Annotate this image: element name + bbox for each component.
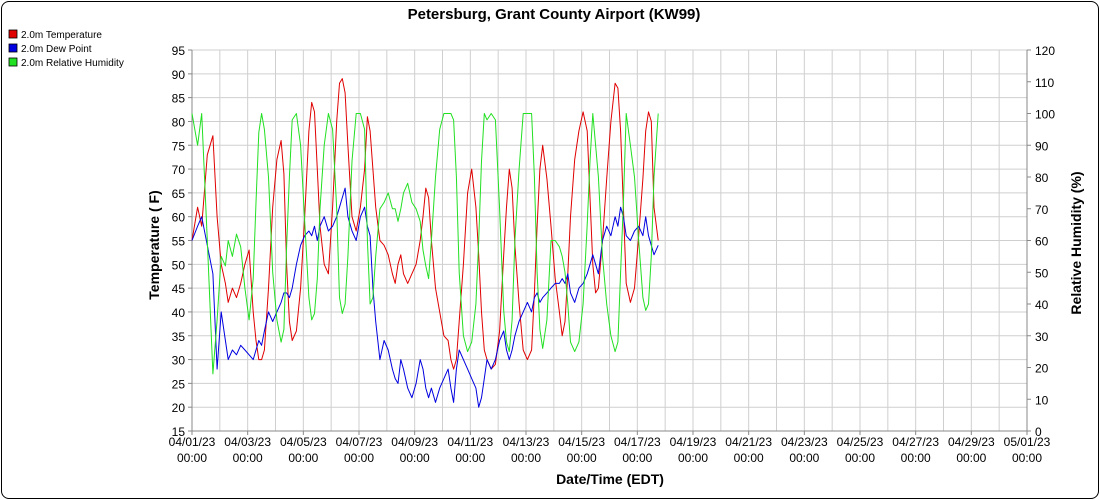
y2-tick-label: 10: [1035, 393, 1049, 407]
x-axis-label: Date/Time (EDT): [556, 471, 664, 487]
y-axis-label: Temperature ( F): [146, 190, 162, 299]
x-tick-label-date: 04/19/23: [670, 435, 717, 449]
legend-label: 2.0m Temperature: [21, 30, 102, 41]
legend-swatch: [8, 43, 18, 53]
y2-tick-label: 110: [1035, 76, 1054, 90]
legend: 2.0m Temperature 2.0m Dew Point 2.0m Relat…: [8, 29, 124, 69]
x-tick-label-time: 00:00: [622, 451, 652, 465]
y-tick-label: 50: [172, 258, 186, 272]
chart-title: Petersburg, Grant County Airport (KW99): [408, 6, 701, 23]
x-tick-label-date: 04/23/23: [781, 435, 828, 449]
y-tick-label: 35: [172, 330, 186, 344]
y-tick-label: 55: [172, 235, 186, 249]
series-line-0: [191, 78, 659, 370]
y-tick-label: 85: [172, 92, 186, 106]
x-tick-label-date: 04/25/23: [837, 435, 884, 449]
x-tick-label-date: 04/29/23: [948, 435, 995, 449]
y-tick-label: 65: [172, 187, 186, 201]
y2-tick-label: 80: [1035, 171, 1049, 185]
y2-tick-label: 100: [1035, 108, 1055, 122]
y2-tick-label: 20: [1035, 362, 1049, 376]
x-tick-label-time: 00:00: [288, 451, 318, 465]
y-tick-label: 20: [172, 401, 186, 415]
y2-tick-label: 40: [1035, 298, 1049, 312]
x-tick-label-date: 04/15/23: [558, 435, 605, 449]
x-tick-label-time: 00:00: [177, 451, 207, 465]
y-tick-label: 80: [172, 115, 186, 129]
x-tick-label-date: 04/09/23: [391, 435, 438, 449]
y-tick-label: 95: [172, 44, 186, 58]
x-tick-label-time: 00:00: [567, 451, 597, 465]
y-tick-label: 75: [172, 139, 186, 153]
x-tick-label-date: 04/01/23: [169, 435, 216, 449]
y-tick-label: 15: [172, 425, 186, 439]
x-tick-label-date: 04/17/23: [614, 435, 661, 449]
x-tick-label-time: 00:00: [789, 451, 819, 465]
y-tick-label: 70: [172, 163, 186, 177]
grid: [191, 49, 1028, 432]
y2-tick-label: 30: [1035, 330, 1049, 344]
y2-tick-label: 70: [1035, 203, 1049, 217]
x-tick-label-time: 00:00: [344, 451, 374, 465]
x-tick-label-date: 04/05/23: [280, 435, 327, 449]
series-line-2: [191, 113, 659, 375]
x-tick-label-time: 00:00: [734, 451, 764, 465]
x-tick-label-time: 00:00: [845, 451, 875, 465]
x-tick-label-time: 00:00: [956, 451, 986, 465]
legend-label: 2.0m Relative Humidity: [21, 58, 124, 69]
x-tick-label-date: 04/11/23: [447, 435, 493, 449]
y2-tick-label: 120: [1035, 44, 1055, 58]
x-tick-label-time: 00:00: [233, 451, 263, 465]
x-tick-label-time: 00:00: [455, 451, 485, 465]
x-tick-label-date: 05/01/23: [1004, 435, 1051, 449]
y2-axis-label: Relative Humidity (%): [1068, 171, 1084, 314]
series-line-1: [191, 187, 659, 408]
y-tick-label: 45: [172, 282, 186, 296]
x-tick-label-time: 00:00: [901, 451, 931, 465]
y-tick-label: 25: [172, 377, 186, 391]
legend-swatch: [8, 57, 18, 67]
x-tick-label-date: 04/27/23: [892, 435, 939, 449]
series-lines: [191, 78, 659, 408]
x-tick-label-date: 04/03/23: [224, 435, 271, 449]
legend-label: 2.0m Dew Point: [21, 44, 92, 55]
x-tick-label-date: 04/07/23: [336, 435, 383, 449]
y-tick-label: 40: [172, 306, 186, 320]
y-tick-label: 90: [172, 68, 186, 82]
x-tick-label-date: 04/21/23: [725, 435, 772, 449]
y-axis-ticks: 15 20 25 30 35 40 45 50 55 60 65 70 75 80 85 90 95: [172, 44, 192, 439]
y2-tick-label: 60: [1035, 235, 1049, 249]
x-axis-ticks: 04/01/23 00:00 04/03/23 00:00 04/05/23 00:00 0…: [169, 431, 1051, 465]
y-tick-label: 30: [172, 354, 186, 368]
y2-axis-ticks: 0 10 20 30 40 50 60 70 80 90 100 110 120: [1027, 44, 1055, 439]
y-tick-label: 60: [172, 211, 186, 225]
legend-swatch: [8, 29, 18, 39]
x-tick-label-time: 00:00: [678, 451, 708, 465]
x-tick-label-time: 00:00: [511, 451, 541, 465]
y2-tick-label: 50: [1035, 266, 1049, 280]
x-tick-label-time: 00:00: [400, 451, 430, 465]
y2-tick-label: 0: [1035, 425, 1042, 439]
x-tick-label-time: 00:00: [1012, 451, 1042, 465]
x-tick-label-date: 04/13/23: [503, 435, 550, 449]
y2-tick-label: 90: [1035, 139, 1049, 153]
